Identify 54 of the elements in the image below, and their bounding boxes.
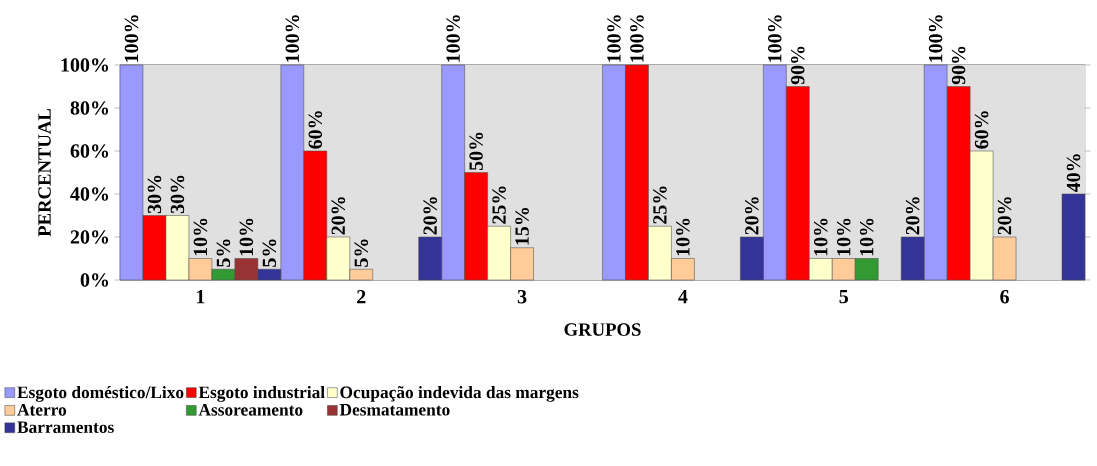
data-label: 20% [905, 197, 920, 235]
x-tick-label: 4 [678, 290, 688, 304]
x-tick-label: 3 [517, 290, 527, 304]
data-label: 20% [997, 197, 1012, 235]
data-label: 60% [974, 111, 989, 149]
data-label: 30% [147, 175, 162, 214]
legend-label: Aterro [17, 404, 67, 416]
data-label: 20% [745, 197, 759, 235]
data-label: 10% [239, 218, 254, 256]
data-label: 10% [813, 218, 828, 256]
data-label: 20% [331, 197, 346, 235]
x-tick-label: 6 [1000, 290, 1009, 304]
y-tick-label: 100% [61, 58, 109, 72]
legend-label: Esgoto doméstico/Lixo [17, 385, 184, 402]
data-label: 20% [423, 197, 437, 235]
data-label: 10% [859, 218, 874, 256]
data-label: 10% [676, 218, 690, 256]
data-label: 50% [469, 132, 483, 171]
data-label: 90% [951, 46, 966, 85]
x-tick-label: 2 [357, 290, 366, 304]
y-axis-title: PERCENTUAL [38, 108, 51, 237]
x-axis-title: GRUPOS [564, 323, 641, 336]
y-tick-label: 40% [70, 187, 109, 201]
data-label: 5% [354, 239, 369, 267]
data-label: 100% [446, 15, 460, 62]
legend-label: Desmatamento [339, 404, 450, 416]
legend-label: Assoreamento [198, 404, 303, 416]
data-label: 40% [1066, 154, 1081, 193]
legend-label: Ocupação indevida das margens [340, 385, 579, 402]
data-label: 60% [308, 111, 323, 149]
data-label: 10% [836, 218, 851, 256]
y-tick-label: 80% [70, 101, 109, 115]
data-label: 90% [791, 46, 805, 85]
legend-label: Barramentos [17, 421, 114, 434]
data-label: 100% [285, 15, 300, 62]
data-label: 25% [492, 186, 506, 224]
y-tick-label: 20% [70, 230, 109, 244]
data-label: 5% [216, 239, 231, 267]
data-label: 25% [653, 186, 667, 224]
data-label: 30% [170, 175, 185, 214]
data-label: 100% [630, 15, 644, 62]
data-label: 100% [124, 15, 139, 62]
x-tick-label: 1 [197, 290, 205, 304]
data-label: 10% [193, 218, 208, 256]
bar [1061, 193, 1086, 281]
data-label: 5% [262, 239, 277, 267]
x-tick-label: 5 [839, 290, 849, 304]
data-label: 100% [928, 15, 943, 62]
data-label: 15% [515, 208, 529, 245]
data-label: 100% [768, 15, 782, 62]
legend-label: Esgoto industrial [198, 386, 325, 402]
y-tick-label: 0% [80, 273, 109, 287]
y-tick-label: 60% [70, 144, 109, 158]
data-label: 100% [607, 15, 621, 62]
